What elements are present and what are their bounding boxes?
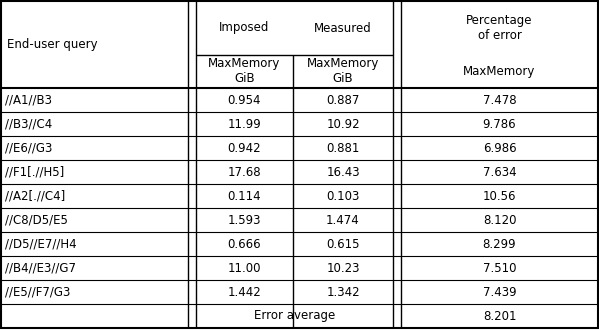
Text: 11.99: 11.99 (228, 118, 261, 131)
Text: 8.120: 8.120 (483, 213, 516, 226)
Text: 7.634: 7.634 (483, 166, 516, 178)
Text: 10.92: 10.92 (326, 118, 360, 131)
Text: 10.56: 10.56 (483, 189, 516, 202)
Text: //B3//C4: //B3//C4 (5, 118, 52, 131)
Text: End-user query: End-user query (7, 38, 98, 51)
Text: 0.666: 0.666 (228, 237, 261, 250)
Text: //E5//F7/G3: //E5//F7/G3 (5, 285, 70, 298)
Text: Percentage
of error: Percentage of error (466, 14, 533, 42)
Text: 0.881: 0.881 (326, 142, 359, 155)
Text: //E6//G3: //E6//G3 (5, 142, 52, 155)
Text: 7.510: 7.510 (483, 261, 516, 274)
Text: 0.942: 0.942 (228, 142, 261, 155)
Text: 1.474: 1.474 (326, 213, 360, 226)
Text: Error average: Error average (254, 309, 335, 322)
Text: MaxMemory: MaxMemory (463, 65, 536, 78)
Text: 0.615: 0.615 (326, 237, 360, 250)
Text: 11.00: 11.00 (228, 261, 261, 274)
Text: //C8/D5/E5: //C8/D5/E5 (5, 213, 68, 226)
Text: 16.43: 16.43 (326, 166, 360, 178)
Text: 8.201: 8.201 (483, 309, 516, 322)
Text: MaxMemory
GiB: MaxMemory GiB (208, 58, 281, 86)
Text: 1.442: 1.442 (228, 285, 261, 298)
Text: 0.954: 0.954 (228, 94, 261, 107)
Text: Imposed: Imposed (219, 22, 270, 35)
Text: 7.439: 7.439 (483, 285, 516, 298)
Text: //B4//E3//G7: //B4//E3//G7 (5, 261, 76, 274)
Text: //F1[.//H5]: //F1[.//H5] (5, 166, 64, 178)
Text: MaxMemory
GiB: MaxMemory GiB (307, 58, 379, 86)
Text: 9.786: 9.786 (483, 118, 516, 131)
Text: Measured: Measured (314, 22, 372, 35)
Text: 1.342: 1.342 (326, 285, 360, 298)
Text: 6.986: 6.986 (483, 142, 516, 155)
Text: //A2[.//C4]: //A2[.//C4] (5, 189, 65, 202)
Text: 17.68: 17.68 (228, 166, 261, 178)
Text: 10.23: 10.23 (326, 261, 360, 274)
Text: 0.114: 0.114 (228, 189, 261, 202)
Text: //D5//E7//H4: //D5//E7//H4 (5, 237, 77, 250)
Text: //A1//B3: //A1//B3 (5, 94, 52, 107)
Text: 0.887: 0.887 (326, 94, 359, 107)
Text: 1.593: 1.593 (228, 213, 261, 226)
Text: 7.478: 7.478 (483, 94, 516, 107)
Text: 8.299: 8.299 (483, 237, 516, 250)
Text: 0.103: 0.103 (326, 189, 359, 202)
